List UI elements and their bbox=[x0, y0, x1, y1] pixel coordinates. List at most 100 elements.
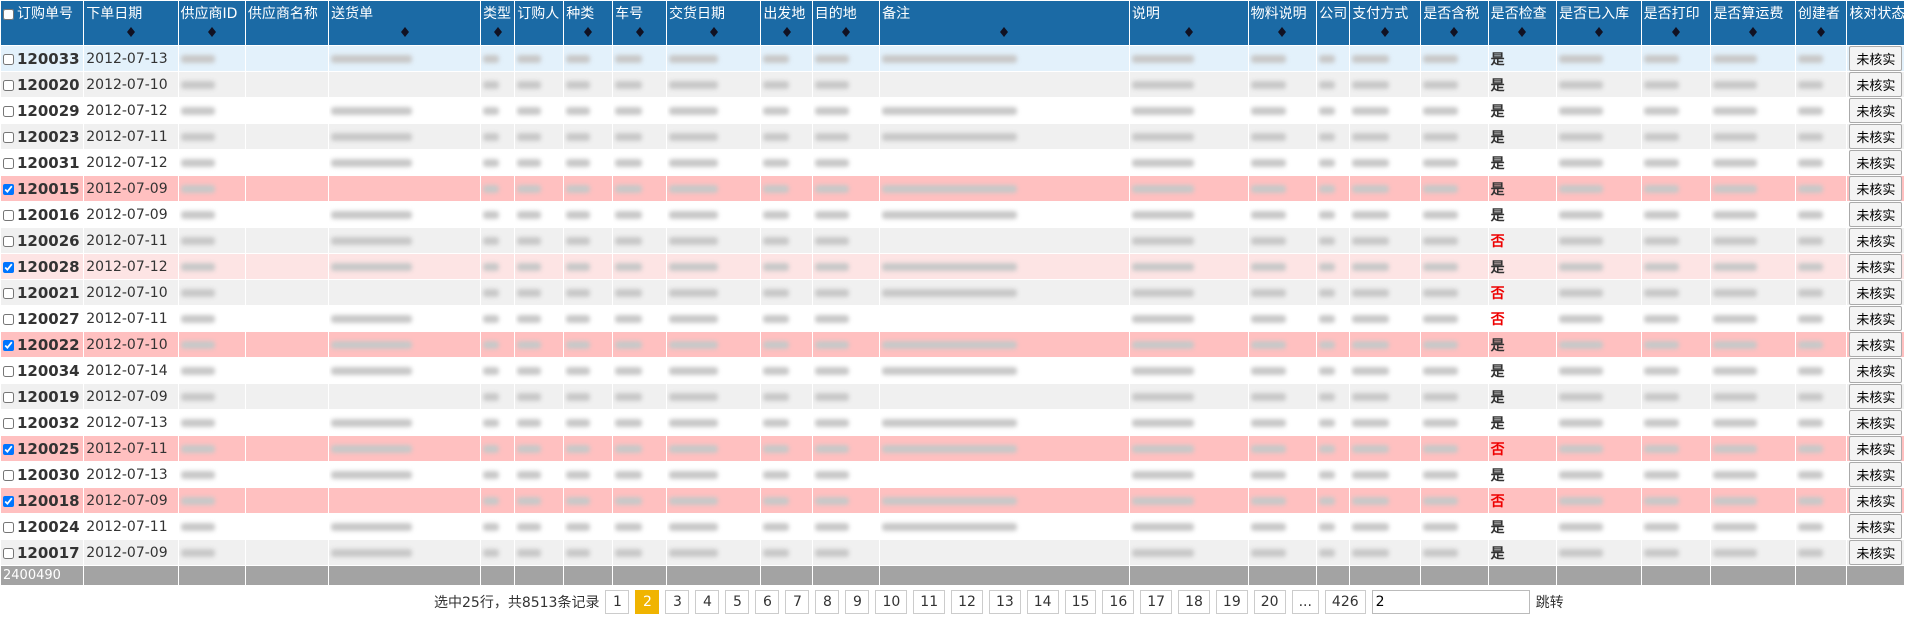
verify-button[interactable]: 未核实 bbox=[1849, 202, 1903, 227]
column-header[interactable]: 支付方式 bbox=[1349, 0, 1422, 46]
order-row[interactable]: 120029 2012-07-12 是 未核实 bbox=[0, 97, 1905, 124]
page-link[interactable]: 16 bbox=[1102, 590, 1135, 614]
column-header[interactable]: 供应商名称 bbox=[244, 0, 330, 46]
page-link[interactable]: 10 bbox=[875, 590, 908, 614]
order-row[interactable]: 120021 2012-07-10 否 未核实 bbox=[0, 279, 1905, 306]
column-header[interactable]: 说明 bbox=[1128, 0, 1249, 46]
order-row[interactable]: 120017 2012-07-09 是 未核实 bbox=[0, 539, 1905, 566]
row-checkbox[interactable] bbox=[3, 235, 14, 247]
page-link[interactable]: 3 bbox=[665, 590, 690, 614]
row-checkbox[interactable] bbox=[3, 365, 14, 377]
order-row[interactable]: 120032 2012-07-13 是 未核实 bbox=[0, 409, 1905, 436]
page-link[interactable]: 2 bbox=[635, 590, 660, 614]
order-row[interactable]: 120031 2012-07-12 是 未核实 bbox=[0, 149, 1905, 176]
column-header[interactable]: 订购人 bbox=[514, 0, 565, 46]
page-input[interactable] bbox=[1371, 590, 1530, 614]
verify-button[interactable]: 未核实 bbox=[1849, 514, 1903, 539]
verify-button[interactable]: 未核实 bbox=[1849, 436, 1903, 461]
page-link[interactable]: 6 bbox=[755, 590, 780, 614]
verify-button[interactable]: 未核实 bbox=[1849, 176, 1903, 201]
row-checkbox[interactable] bbox=[3, 443, 14, 455]
page-link[interactable]: 15 bbox=[1064, 590, 1097, 614]
row-checkbox[interactable] bbox=[3, 287, 14, 299]
column-header[interactable]: 是否打印 bbox=[1640, 0, 1712, 46]
column-header[interactable]: 是否算运费 bbox=[1710, 0, 1796, 46]
row-checkbox[interactable] bbox=[3, 53, 14, 65]
row-checkbox[interactable] bbox=[3, 131, 14, 143]
verify-button[interactable]: 未核实 bbox=[1849, 150, 1903, 175]
order-row[interactable]: 120027 2012-07-11 否 未核实 bbox=[0, 305, 1905, 332]
column-header[interactable]: 种类 bbox=[563, 0, 614, 46]
order-row[interactable]: 120028 2012-07-12 是 未核实 bbox=[0, 253, 1905, 280]
order-row[interactable]: 120033 2012-07-13 是 未核实 bbox=[0, 45, 1905, 72]
order-row[interactable]: 120024 2012-07-11 是 未核实 bbox=[0, 513, 1905, 540]
column-header[interactable]: 交货日期 bbox=[666, 0, 762, 46]
verify-button[interactable]: 未核实 bbox=[1849, 384, 1903, 409]
row-checkbox[interactable] bbox=[3, 157, 14, 169]
verify-button[interactable]: 未核实 bbox=[1849, 280, 1903, 305]
page-link[interactable]: 4 bbox=[695, 590, 720, 614]
row-checkbox[interactable] bbox=[3, 261, 14, 273]
row-checkbox[interactable] bbox=[3, 209, 14, 221]
verify-button[interactable]: 未核实 bbox=[1849, 332, 1903, 357]
page-link[interactable]: 11 bbox=[913, 590, 946, 614]
row-checkbox[interactable] bbox=[3, 547, 14, 559]
verify-button[interactable]: 未核实 bbox=[1849, 228, 1903, 253]
row-checkbox[interactable] bbox=[3, 417, 14, 429]
jump-button[interactable]: 跳转 bbox=[1535, 595, 1564, 611]
order-row[interactable]: 120020 2012-07-10 是 未核实 bbox=[0, 71, 1905, 98]
page-link[interactable]: 12 bbox=[951, 590, 983, 614]
order-row[interactable]: 120023 2012-07-11 是 未核实 bbox=[0, 123, 1905, 150]
select-all-checkbox[interactable] bbox=[3, 8, 14, 20]
order-row[interactable]: 120034 2012-07-14 是 未核实 bbox=[0, 357, 1905, 384]
order-row[interactable]: 120022 2012-07-10 是 未核实 bbox=[0, 331, 1905, 358]
column-header[interactable]: 出发地 bbox=[760, 0, 813, 46]
column-header[interactable]: 物料说明 bbox=[1247, 0, 1318, 46]
page-link[interactable]: 5 bbox=[725, 590, 750, 614]
row-checkbox[interactable] bbox=[3, 521, 14, 533]
column-header[interactable]: 目的地 bbox=[811, 0, 881, 46]
verify-button[interactable]: 未核实 bbox=[1849, 46, 1903, 71]
column-header[interactable]: 备注 bbox=[879, 0, 1130, 46]
column-header[interactable]: 下单日期 bbox=[83, 0, 179, 46]
column-header[interactable]: 创建者 bbox=[1794, 0, 1848, 46]
row-checkbox[interactable] bbox=[3, 495, 14, 507]
row-checkbox[interactable] bbox=[3, 79, 14, 91]
verify-button[interactable]: 未核实 bbox=[1849, 306, 1903, 331]
row-checkbox[interactable] bbox=[3, 391, 14, 403]
page-link[interactable]: 1 bbox=[605, 590, 630, 614]
column-header[interactable]: 核对状态 bbox=[1846, 0, 1905, 46]
row-checkbox[interactable] bbox=[3, 313, 14, 325]
page-link[interactable]: 426 bbox=[1324, 590, 1366, 614]
column-header[interactable]: 公司 bbox=[1316, 0, 1351, 46]
row-checkbox[interactable] bbox=[3, 339, 14, 351]
column-header[interactable]: 送货单 bbox=[328, 0, 481, 46]
verify-button[interactable]: 未核实 bbox=[1849, 540, 1903, 565]
order-row[interactable]: 120019 2012-07-09 是 未核实 bbox=[0, 383, 1905, 410]
verify-button[interactable]: 未核实 bbox=[1849, 358, 1903, 383]
verify-button[interactable]: 未核实 bbox=[1849, 72, 1903, 97]
column-header[interactable]: 车号 bbox=[612, 0, 668, 46]
page-link[interactable]: 20 bbox=[1253, 590, 1286, 614]
verify-button[interactable]: 未核实 bbox=[1849, 254, 1903, 279]
row-checkbox[interactable] bbox=[3, 105, 14, 117]
order-row[interactable]: 120015 2012-07-09 是 未核实 bbox=[0, 175, 1905, 202]
page-link[interactable]: 18 bbox=[1178, 590, 1210, 614]
verify-button[interactable]: 未核实 bbox=[1849, 410, 1903, 435]
order-row[interactable]: 120025 2012-07-11 否 未核实 bbox=[0, 435, 1905, 462]
column-header[interactable]: 供应商ID bbox=[177, 0, 246, 46]
page-link[interactable]: 13 bbox=[988, 590, 1021, 614]
order-row[interactable]: 120026 2012-07-11 否 未核实 bbox=[0, 227, 1905, 254]
page-link[interactable]: 19 bbox=[1215, 590, 1248, 614]
verify-button[interactable]: 未核实 bbox=[1849, 488, 1903, 513]
verify-button[interactable]: 未核实 bbox=[1849, 462, 1903, 487]
page-link[interactable]: 8 bbox=[815, 590, 840, 614]
page-link[interactable]: 9 bbox=[845, 590, 870, 614]
column-header[interactable]: 类型 bbox=[479, 0, 516, 46]
verify-button[interactable]: 未核实 bbox=[1849, 124, 1903, 149]
order-row[interactable]: 120016 2012-07-09 是 未核实 bbox=[0, 201, 1905, 228]
column-header[interactable]: 是否已入库 bbox=[1556, 0, 1642, 46]
column-header[interactable]: 订购单号 bbox=[0, 0, 85, 46]
column-header[interactable]: 是否检查 bbox=[1487, 0, 1558, 46]
page-link[interactable]: 7 bbox=[785, 590, 810, 614]
